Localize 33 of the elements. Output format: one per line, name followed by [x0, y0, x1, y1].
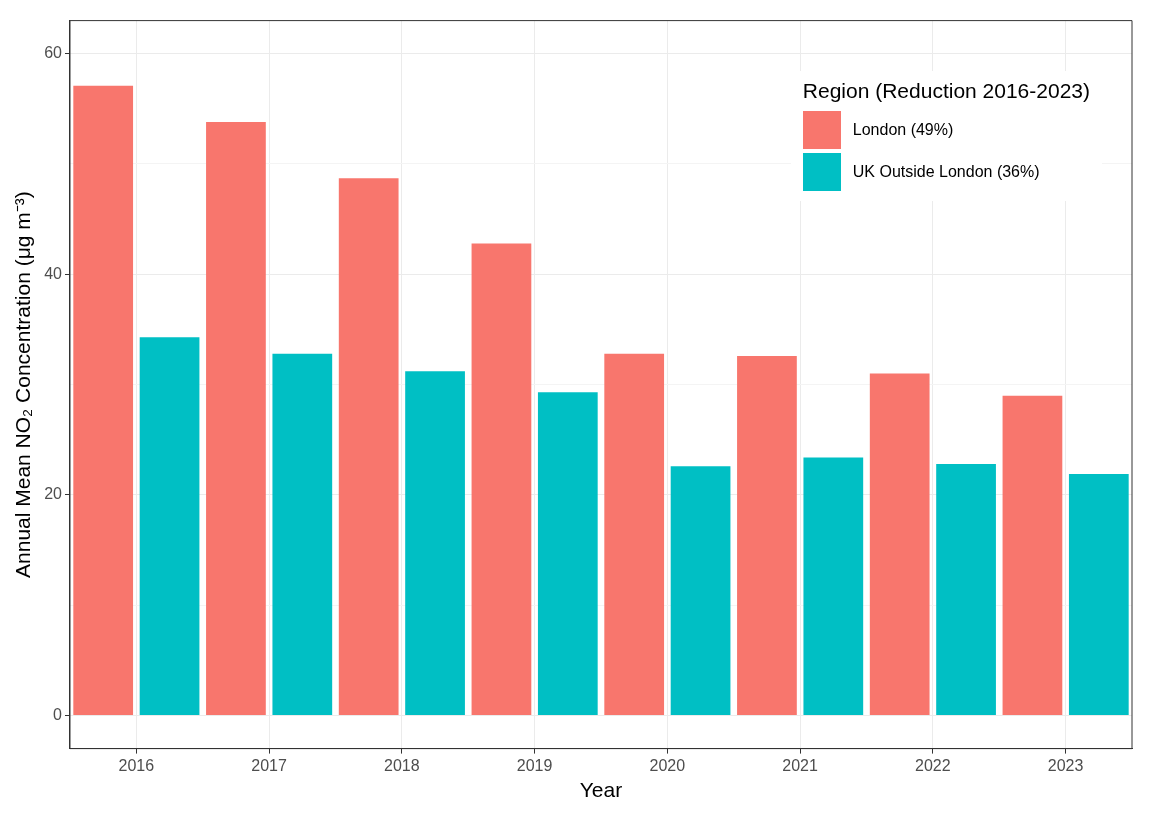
- x-tick-label: 2022: [915, 756, 951, 774]
- bar: [338, 178, 399, 716]
- x-tick-label: 2023: [1047, 756, 1084, 774]
- x-tick-label: 2017: [251, 756, 288, 774]
- bar: [936, 464, 996, 716]
- bar: [803, 457, 864, 716]
- bar: [206, 122, 266, 716]
- legend-title: Region (Reduction 2016-2023): [802, 78, 1090, 103]
- bar: [869, 373, 930, 716]
- x-tick-label: 2021: [782, 756, 819, 774]
- legend-label: London (49%): [852, 120, 954, 139]
- bar: [1002, 395, 1063, 716]
- y-tick-label: 40: [44, 264, 63, 282]
- x-tick-label: 2020: [649, 756, 686, 774]
- x-axis-title: Year: [579, 778, 623, 802]
- bar: [737, 355, 797, 716]
- legend-label: UK Outside London (36%): [852, 162, 1040, 181]
- bar: [1068, 473, 1129, 716]
- bar: [471, 243, 532, 716]
- bar: [73, 85, 134, 716]
- y-axis-title: Annual Mean NO₂ Concentration (μg m⁻³): [11, 191, 35, 578]
- bar: [670, 466, 731, 716]
- y-tick-label: 20: [44, 485, 63, 503]
- y-tick-label: 60: [44, 44, 63, 62]
- x-tick-label: 2019: [516, 756, 553, 774]
- x-tick-label: 2018: [384, 756, 420, 774]
- bar: [405, 371, 465, 716]
- bar: [537, 392, 598, 716]
- bar: [604, 353, 665, 716]
- y-tick-label: 0: [53, 705, 63, 723]
- bar: [139, 337, 200, 716]
- x-tick-label: 2016: [118, 756, 155, 774]
- bar: [272, 353, 333, 716]
